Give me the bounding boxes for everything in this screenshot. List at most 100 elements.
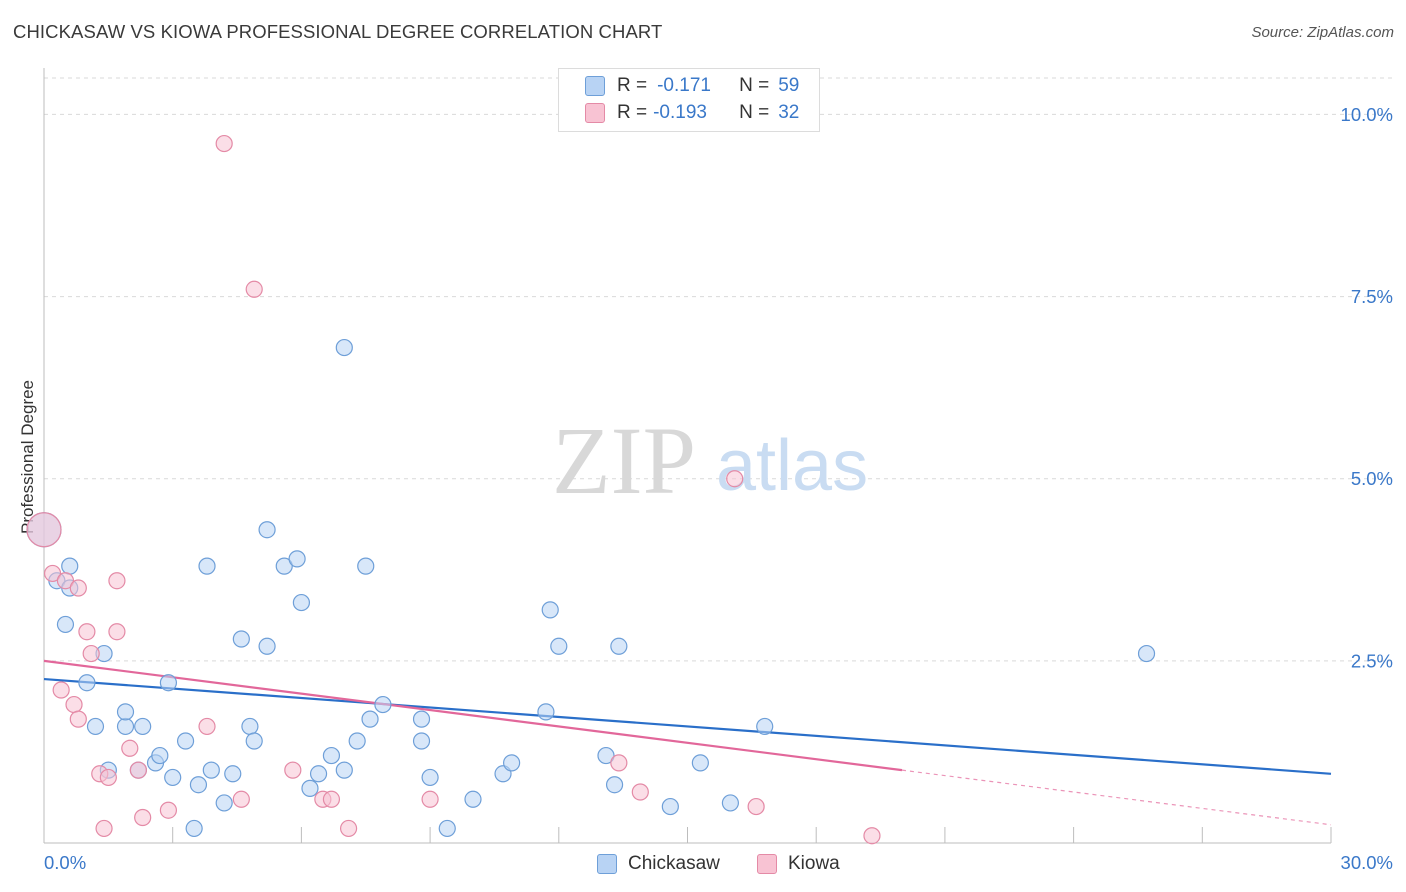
kiowa-point: [26, 512, 62, 548]
kiowa-point: [108, 572, 126, 590]
chickasaw-point: [322, 746, 341, 765]
kiowa-point: [284, 761, 302, 779]
kiowa-point: [52, 681, 70, 699]
chickasaw-point: [301, 779, 319, 797]
kiowa-point: [339, 819, 358, 838]
chickasaw-point: [232, 630, 250, 648]
chickasaw-point: [151, 746, 169, 765]
chickasaw-point: [159, 674, 178, 692]
y-tick-label: 5.0%: [1351, 468, 1393, 489]
chickasaw-point: [503, 754, 521, 772]
kiowa-point: [245, 280, 263, 298]
kiowa-legend-swatch: [757, 854, 777, 874]
chickasaw-point: [421, 768, 439, 787]
x-tick-label-max: 30.0%: [1341, 852, 1393, 873]
kiowa-point: [82, 644, 100, 663]
chickasaw-point: [56, 615, 75, 634]
chickasaw-point: [185, 819, 203, 838]
kiowa-point: [198, 717, 216, 736]
chickasaw-point: [198, 557, 216, 575]
kiowa-point: [121, 739, 139, 757]
gridlines: [44, 77, 1393, 662]
chickasaw-point: [258, 521, 276, 539]
r-value: -0.193: [653, 102, 707, 123]
kiowa-point: [726, 470, 744, 488]
y-tick-label: 7.5%: [1351, 286, 1393, 307]
chickasaw-point: [412, 710, 431, 728]
kiowa-point: [610, 754, 628, 772]
chickasaw-point: [292, 593, 310, 612]
kiowa-point: [43, 564, 62, 583]
chickasaw-point: [176, 732, 195, 750]
kiowa-point: [65, 695, 83, 714]
chickasaw-point: [374, 695, 392, 714]
chickasaw-point: [661, 797, 679, 816]
kiowa-point: [631, 783, 649, 801]
kiowa-point: [129, 761, 147, 779]
chickasaw-point: [202, 761, 220, 779]
n-value: 32: [778, 102, 800, 123]
kiowa-legend-label: Kiowa: [788, 853, 840, 874]
legend-row-chickasaw: R = -0.171 N = 59: [585, 73, 799, 99]
y-tick-label: 2.5%: [1351, 650, 1393, 671]
chickasaw-point: [537, 703, 555, 721]
legend-item-chickasaw[interactable]: Chickasaw: [597, 852, 720, 876]
correlation-legend: R = -0.171 N = 59 R = -0.193 N = 32: [558, 68, 820, 132]
kiowa-point: [232, 790, 250, 808]
chickasaw-point: [134, 717, 152, 736]
chickasaw-point: [61, 557, 79, 575]
kiowa-point: [322, 790, 341, 808]
chickasaw-point: [288, 550, 306, 568]
kiowa-swatch: [585, 103, 605, 123]
chickasaw-point: [189, 776, 208, 794]
r-value: -0.171: [657, 75, 711, 96]
chickasaw-point: [164, 768, 182, 787]
chickasaw-point: [464, 790, 482, 808]
chickasaw-point: [86, 717, 105, 736]
chickasaw-legend-swatch: [597, 854, 617, 874]
kiowa-point: [95, 819, 113, 838]
chickasaw-point: [610, 637, 628, 655]
kiowa-point: [159, 801, 178, 819]
chickasaw-point: [335, 338, 353, 357]
watermark: ZIP atlas: [552, 407, 868, 514]
chart-title: CHICKASAW VS KIOWA PROFESSIONAL DEGREE C…: [13, 21, 663, 42]
chickasaw-point: [335, 761, 353, 779]
kiowa-point: [215, 134, 233, 153]
r-label: R =: [617, 102, 648, 123]
kiowa-point: [134, 808, 152, 827]
chickasaw-point: [275, 557, 293, 575]
chickasaw-point: [224, 765, 242, 783]
kiowa-point: [56, 572, 75, 590]
chickasaw-point: [597, 746, 615, 765]
kiowa-point: [421, 790, 439, 808]
kiowa-point: [69, 579, 87, 597]
chickasaw-point: [438, 819, 456, 838]
chickasaw-point: [116, 717, 135, 736]
x-tick-label-min: 0.0%: [44, 852, 86, 873]
chickasaw-point: [361, 710, 379, 728]
n-label: N =: [739, 75, 770, 96]
chickasaw-point: [691, 754, 709, 772]
trend-lines: [43, 659, 1332, 826]
chickasaw-point: [215, 794, 233, 812]
chickasaw-point: [116, 703, 135, 721]
watermark-zip: ZIP: [552, 407, 696, 514]
kiowa-point: [69, 710, 87, 728]
chickasaw-point: [309, 765, 328, 783]
chickasaw-point: [721, 794, 740, 812]
kiowa-point: [863, 827, 881, 845]
chickasaw-point: [541, 601, 559, 619]
watermark-atlas: atlas: [716, 426, 868, 506]
chickasaw-point: [245, 732, 263, 750]
n-value: 59: [778, 75, 800, 96]
chickasaw-point: [1137, 644, 1156, 663]
legend-row-kiowa: R = -0.193 N = 32: [585, 100, 799, 126]
tick-labels: 2.5% 5.0% 7.5% 10.0% 0.0% 30.0%: [44, 104, 1393, 873]
chickasaw-point: [258, 637, 276, 655]
chickasaw-trend-line: [43, 677, 1332, 775]
r-label: R =: [617, 75, 648, 96]
n-label: N =: [739, 102, 770, 123]
legend-item-kiowa[interactable]: Kiowa: [757, 852, 840, 876]
